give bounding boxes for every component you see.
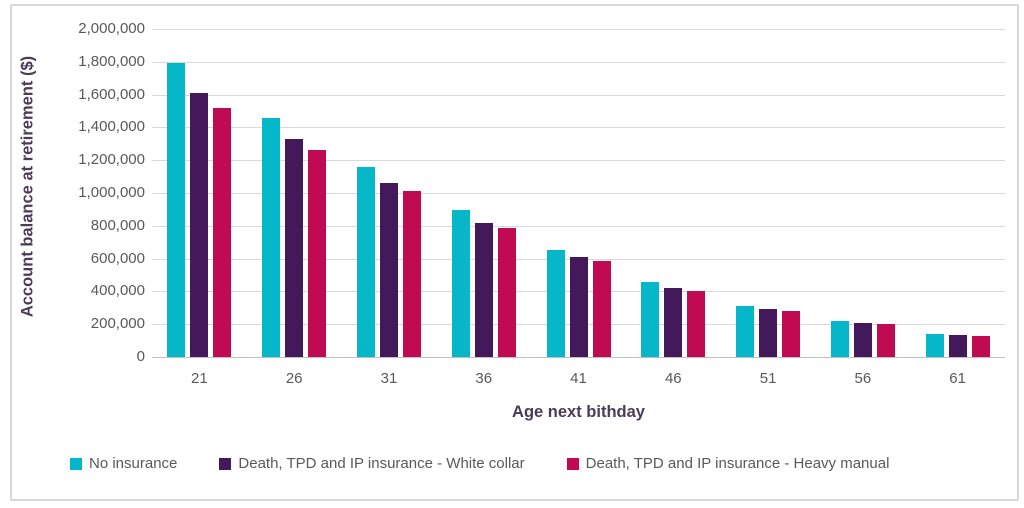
bar bbox=[759, 308, 778, 357]
y-tick-label: 2,000,000 bbox=[78, 20, 145, 37]
y-tick-label: 1,000,000 bbox=[78, 184, 145, 201]
legend-label: Death, TPD and IP insurance - Heavy manu… bbox=[585, 455, 890, 472]
x-tick-label: 41 bbox=[570, 370, 587, 387]
bar bbox=[971, 335, 990, 357]
bar bbox=[664, 288, 683, 357]
y-tick-label: 800,000 bbox=[90, 216, 145, 234]
bar-group-age-26 bbox=[247, 29, 342, 357]
legend-label: No insurance bbox=[89, 455, 178, 472]
bar bbox=[497, 228, 516, 357]
bar-group-age-31 bbox=[342, 29, 437, 357]
bar bbox=[641, 282, 660, 357]
y-axis-tick-labels: 2,000,000 1,800,000 1,600,000 1,400,000 1,20… bbox=[50, 20, 145, 365]
bar bbox=[736, 306, 755, 357]
bar-group-age-61 bbox=[910, 29, 1005, 357]
bar bbox=[167, 63, 186, 357]
bar bbox=[925, 334, 944, 357]
bar-group-age-56 bbox=[815, 29, 910, 357]
bar bbox=[285, 138, 304, 357]
bar bbox=[308, 150, 327, 357]
y-tick-label: 200,000 bbox=[90, 315, 145, 333]
legend-item: Death, TPD and IP insurance - Heavy manu… bbox=[566, 455, 890, 472]
gridline bbox=[152, 160, 1005, 162]
bar bbox=[830, 320, 849, 357]
y-tick-label: 1,200,000 bbox=[78, 151, 145, 169]
y-tick-label: 0 bbox=[136, 348, 145, 365]
x-tick-label: 36 bbox=[475, 370, 493, 387]
gridline bbox=[152, 94, 1005, 96]
bar bbox=[592, 261, 611, 357]
y-tick-label: 600,000 bbox=[90, 249, 145, 267]
legend-label: Death, TPD and IP insurance - White coll… bbox=[238, 455, 525, 472]
legend: No insurance Death, TPD and IP insurance … bbox=[70, 455, 970, 472]
bar bbox=[379, 183, 398, 357]
y-tick-label: 1,400,000 bbox=[78, 118, 145, 136]
y-tick-label: 1,800,000 bbox=[78, 52, 145, 70]
bar-groups bbox=[152, 29, 1005, 357]
x-tick-label: 21 bbox=[191, 370, 208, 387]
legend-item: No insurance bbox=[70, 455, 177, 472]
bar bbox=[474, 222, 493, 357]
x-tick-label: 46 bbox=[664, 370, 682, 387]
x-tick-label: 56 bbox=[854, 370, 872, 387]
bar bbox=[213, 107, 232, 357]
x-axis-tick-labels: 21 26 31 36 41 46 51 56 61 bbox=[152, 370, 1005, 387]
x-tick-label: 61 bbox=[949, 370, 966, 387]
bar bbox=[546, 249, 565, 357]
bar-group-age-21 bbox=[152, 29, 247, 357]
bar bbox=[687, 290, 706, 357]
x-axis-title: Age next bithday bbox=[512, 403, 645, 421]
bar bbox=[356, 166, 375, 357]
legend-swatch-icon bbox=[566, 457, 579, 470]
legend-swatch-icon bbox=[219, 457, 232, 470]
gridline bbox=[152, 61, 1005, 63]
y-tick-label: 400,000 bbox=[90, 282, 145, 300]
bar bbox=[451, 210, 470, 357]
gridline bbox=[152, 193, 1005, 194]
plot-area bbox=[152, 29, 1005, 358]
bar bbox=[402, 191, 421, 357]
bar-group-age-46 bbox=[626, 29, 721, 357]
legend-swatch-icon bbox=[70, 457, 82, 470]
bar bbox=[190, 92, 209, 357]
bar bbox=[853, 322, 872, 357]
bar-group-age-36 bbox=[436, 29, 531, 357]
bar-group-age-51 bbox=[721, 29, 816, 357]
legend-item: Death, TPD and IP insurance - White coll… bbox=[219, 455, 525, 472]
x-tick-label: 51 bbox=[759, 370, 777, 387]
gridline bbox=[152, 225, 1005, 227]
gridline bbox=[152, 29, 1005, 30]
x-tick-label: 31 bbox=[380, 370, 398, 387]
bar-group-age-41 bbox=[531, 29, 626, 357]
y-axis-title: Account balance at retirement ($) bbox=[18, 55, 37, 318]
y-tick-label: 1,600,000 bbox=[78, 85, 145, 103]
x-tick-label: 26 bbox=[285, 370, 303, 387]
gridline bbox=[152, 127, 1005, 129]
bar bbox=[262, 117, 281, 357]
bar bbox=[948, 335, 967, 357]
bar bbox=[782, 310, 801, 357]
bar bbox=[876, 323, 895, 357]
bar bbox=[569, 257, 588, 357]
